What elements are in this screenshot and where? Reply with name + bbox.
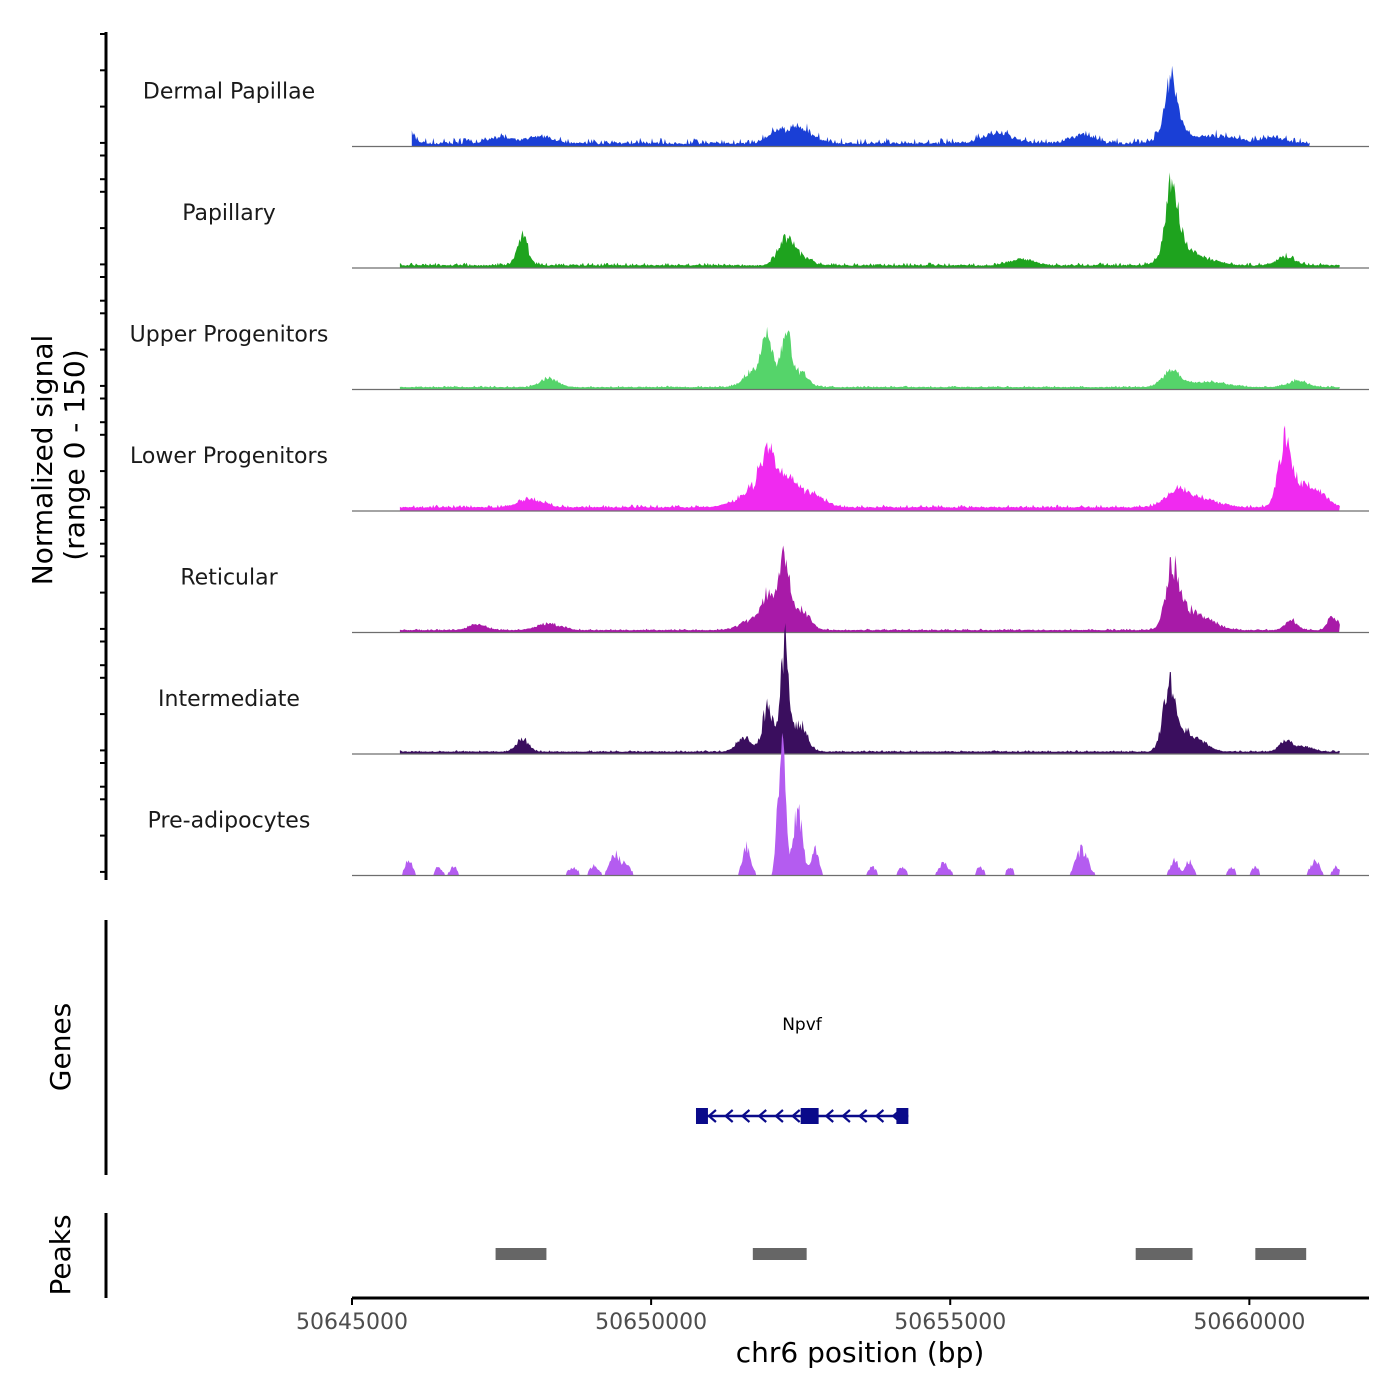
track-intermediate: Intermediate [158,623,1369,755]
gene-strand-arrow [841,1109,851,1123]
peak-panel: Peaks [44,1213,1307,1298]
x-tick-label: 50655000 [894,1310,1006,1335]
x-ticks: 50645000 50650000 50655000 50660000 [296,1298,1305,1335]
gene-glyph-npvf [695,1108,909,1124]
track-upper-progenitors: Upper Progenitors [130,323,1369,391]
track-label-papillary: Papillary [182,201,276,226]
peak-region [1255,1248,1307,1260]
y-axis-title-range: (range 0 - 150) [58,349,91,560]
signal-area-intermediate [399,623,1340,754]
signal-area-lower-progenitors [399,425,1340,511]
track-label-intermediate: Intermediate [158,687,300,712]
gene-strand-arrow [824,1109,834,1123]
gene-exon [695,1108,708,1124]
x-tick-label: 50660000 [1193,1310,1305,1335]
peak-region [1135,1248,1193,1260]
track-lower-progenitors: Lower Progenitors [130,425,1369,512]
track-label-dermal-papillae: Dermal Papillae [143,80,315,105]
y-axis-title: Normalized signal (range 0 - 150) [26,335,91,586]
gene-strand-arrow [791,1109,801,1123]
track-label-reticular: Reticular [180,566,278,591]
gene-exon [896,1108,909,1124]
track-dermal-papillae: Dermal Papillae [143,65,1369,148]
gene-strand-arrow [757,1109,767,1123]
gene-panel: Npvf Genes [44,920,909,1175]
gene-strand-arrow [707,1109,717,1123]
track-papillary: Papillary [182,172,1369,269]
x-tick-label: 50650000 [595,1310,707,1335]
signal-axis [100,32,108,880]
gene-strand-arrow [858,1109,868,1123]
signal-area-reticular [399,545,1340,633]
peak-region [752,1248,807,1260]
track-reticular: Reticular [180,545,1369,634]
x-axis-title: chr6 position (bp) [736,1336,985,1369]
track-label-upper-progenitors: Upper Progenitors [130,323,329,348]
y-axis-title-main: Normalized signal [26,335,59,586]
track-pre-adipocytes: Pre-adipocytes [148,732,1369,877]
coverage-tracks: Dermal Papillae Papillary Upper Progenitor… [130,65,1369,877]
x-tick-label: 50645000 [296,1310,408,1335]
gene-exon [800,1108,819,1124]
gene-strand-arrow [740,1109,751,1123]
peaks-axis-title: Peaks [44,1214,77,1295]
gene-strand-arrow [724,1109,734,1123]
gene-strand-arrow [774,1109,784,1123]
signal-area-upper-progenitors [399,326,1340,390]
gene-name-label: Npvf [782,1015,823,1035]
peak-region [495,1248,547,1260]
x-axis: 50645000 50650000 50655000 50660000 chr6 po… [296,1296,1369,1369]
gene-strand-arrow [874,1109,885,1123]
signal-area-dermal-papillae [411,65,1310,147]
genes-axis-title: Genes [44,1003,77,1091]
track-label-pre-adipocytes: Pre-adipocytes [148,809,311,834]
track-label-lower-progenitors: Lower Progenitors [130,444,328,469]
signal-area-papillary [399,172,1340,268]
peak-bars [495,1248,1307,1260]
